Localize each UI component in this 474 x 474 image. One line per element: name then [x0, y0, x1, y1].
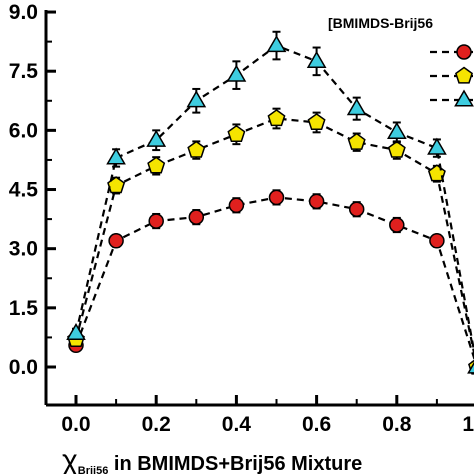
x-axis-label-symbol: χ [62, 444, 78, 474]
legend-title: [BMIMDS-Brij56 [328, 15, 433, 31]
data-point-triangle [306, 50, 327, 68]
data-point-circle [108, 233, 124, 249]
x-tick-label: 0.8 [382, 413, 412, 436]
data-point-triangle [467, 361, 474, 374]
legend-entry-pentagon [430, 66, 474, 84]
x-axis-label-subscript: Brij56 [78, 465, 109, 474]
data-point-triangle [346, 98, 367, 116]
data-point-pentagon [147, 156, 166, 174]
data-point-circle [268, 189, 285, 206]
y-tick-label: 6.0 [9, 119, 38, 142]
series-circle [68, 189, 474, 375]
axes: 0.0 1.5 3.0 4.5 6.0 7.5 9.0 0.0 0.2 0.4 0.6 0.8 1.0 [9, 1, 474, 436]
y-tick-label: 4.5 [9, 179, 39, 202]
x-tick-label: 0.0 [61, 413, 90, 436]
data-point-triangle [454, 89, 474, 107]
legend-entry-circle [430, 44, 474, 60]
data-point-circle [429, 233, 445, 249]
series-triangle [66, 30, 474, 374]
x-tick-label: 1.0 [462, 413, 474, 436]
y-tick-label: 7.5 [9, 60, 39, 83]
data-point-triangle [387, 121, 407, 139]
data-point-circle [228, 197, 245, 214]
data-point-triangle [106, 147, 126, 165]
data-point-pentagon [455, 66, 473, 84]
data-point-pentagon [347, 132, 366, 150]
data-point-circle [456, 44, 472, 60]
series-pentagon [67, 107, 474, 375]
y-tick-label: 1.5 [9, 297, 39, 320]
legend: [BMIMDS-Brij56 [328, 15, 474, 107]
data-point-triangle [146, 129, 167, 147]
data-point-circle [148, 213, 164, 229]
data-point-pentagon [187, 140, 206, 158]
data-point-circle [348, 201, 365, 217]
data-point-circle [188, 209, 205, 225]
series-layer [66, 30, 474, 375]
data-point-triangle [66, 322, 86, 341]
data-point-circle [308, 193, 325, 210]
x-tick-label: 0.4 [222, 413, 252, 436]
data-point-circle [389, 217, 405, 233]
x-axis-label-text: in BMIMDS+Brij56 Mixture [108, 453, 362, 474]
legend-entry-triangle [430, 89, 474, 107]
data-point-pentagon [387, 140, 406, 158]
data-point-pentagon [307, 113, 326, 131]
data-point-triangle [186, 90, 207, 108]
series-line [74, 117, 474, 358]
y-tick-label: 9.0 [9, 1, 38, 24]
data-point-triangle [427, 137, 447, 155]
series-line [74, 196, 474, 362]
data-point-pentagon [107, 176, 126, 194]
y-tick-label: 0.0 [9, 356, 38, 379]
y-tick-label: 3.0 [9, 238, 38, 261]
x-tick-label: 0.6 [302, 413, 331, 436]
data-point-triangle [226, 64, 247, 82]
legend-entries [430, 44, 474, 107]
data-point-triangle [266, 35, 287, 53]
data-point-pentagon [267, 109, 286, 127]
x-axis-label: χBrij56 in BMIMDS+Brij56 Mixture [62, 444, 362, 474]
series-line [74, 44, 474, 357]
data-point-pentagon [227, 124, 246, 142]
x-tick-label: 0.2 [142, 413, 171, 436]
